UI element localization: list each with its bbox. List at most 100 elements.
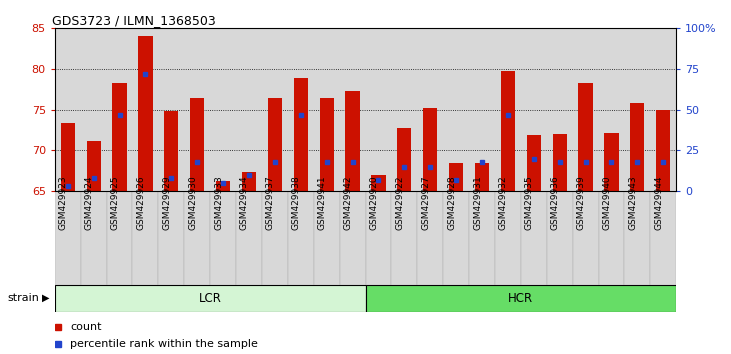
Bar [547, 28, 572, 191]
Bar [443, 191, 469, 285]
Bar [495, 191, 520, 285]
Bar [547, 191, 572, 285]
Bar [86, 141, 101, 191]
Bar [294, 78, 308, 191]
Text: GSM429932: GSM429932 [499, 175, 508, 230]
Bar [417, 28, 443, 191]
Bar [624, 28, 651, 191]
Bar [397, 128, 412, 191]
Text: GSM429924: GSM429924 [85, 175, 94, 230]
Text: GSM429931: GSM429931 [473, 175, 482, 230]
Bar [113, 83, 126, 191]
Bar [107, 191, 132, 285]
Text: GSM429926: GSM429926 [137, 175, 145, 230]
Bar [578, 83, 593, 191]
Bar [210, 28, 236, 191]
Bar [599, 28, 624, 191]
Text: GSM429941: GSM429941 [318, 175, 327, 230]
Text: GSM429942: GSM429942 [344, 175, 352, 230]
Bar [132, 191, 159, 285]
Bar [449, 162, 463, 191]
Bar [572, 191, 599, 285]
Bar [391, 191, 417, 285]
Bar [630, 103, 645, 191]
Bar [366, 28, 391, 191]
Bar [346, 91, 360, 191]
Bar [417, 191, 443, 285]
Bar [521, 191, 547, 285]
Text: GSM429929: GSM429929 [162, 175, 171, 230]
Text: GSM429925: GSM429925 [110, 175, 120, 230]
Bar [572, 28, 599, 191]
Bar [216, 181, 230, 191]
Bar [371, 175, 385, 191]
Bar [651, 28, 676, 191]
Text: GSM429940: GSM429940 [602, 175, 611, 230]
Bar [138, 36, 153, 191]
Bar [391, 28, 417, 191]
Bar [340, 28, 366, 191]
Text: HCR: HCR [508, 292, 534, 305]
Bar [314, 28, 340, 191]
Text: GSM429944: GSM429944 [654, 175, 663, 230]
Bar [520, 28, 547, 191]
Bar [242, 172, 256, 191]
Text: GSM429938: GSM429938 [292, 175, 300, 230]
Text: GSM429934: GSM429934 [240, 175, 249, 230]
Text: GSM429928: GSM429928 [447, 175, 456, 230]
Bar [107, 28, 132, 191]
Bar [288, 28, 314, 191]
Bar [132, 28, 159, 191]
Bar [262, 191, 288, 285]
Text: GSM429935: GSM429935 [525, 175, 534, 230]
Bar [651, 191, 676, 285]
Bar [366, 191, 391, 285]
Bar [656, 110, 670, 191]
Bar [211, 191, 236, 285]
Text: GDS3723 / ILMN_1368503: GDS3723 / ILMN_1368503 [52, 14, 216, 27]
Text: GSM429937: GSM429937 [266, 175, 275, 230]
Bar [159, 28, 184, 191]
Bar [553, 134, 567, 191]
Bar [61, 123, 75, 191]
Bar [55, 28, 80, 191]
Bar [164, 112, 178, 191]
Bar [526, 135, 541, 191]
Bar [190, 98, 205, 191]
Text: GSM429939: GSM429939 [577, 175, 586, 230]
Text: LCR: LCR [199, 292, 221, 305]
Bar [501, 71, 515, 191]
Bar [314, 191, 340, 285]
Bar [80, 191, 107, 285]
Bar [262, 28, 288, 191]
Text: GSM429943: GSM429943 [629, 175, 637, 230]
Text: GSM429930: GSM429930 [188, 175, 197, 230]
Bar [624, 191, 651, 285]
Bar [599, 191, 624, 285]
Bar [319, 98, 334, 191]
Text: count: count [70, 321, 102, 332]
Bar [184, 28, 210, 191]
Bar [80, 28, 107, 191]
Bar [268, 98, 282, 191]
Text: strain: strain [7, 293, 39, 303]
Bar [423, 108, 437, 191]
Bar [495, 28, 520, 191]
Bar [605, 133, 618, 191]
Text: GSM429920: GSM429920 [369, 175, 379, 230]
Bar [366, 285, 676, 312]
Text: ▶: ▶ [42, 293, 49, 303]
Text: GSM429922: GSM429922 [395, 175, 404, 230]
Bar [159, 191, 184, 285]
Bar [184, 191, 211, 285]
Bar [236, 28, 262, 191]
Bar [340, 191, 366, 285]
Text: GSM429933: GSM429933 [214, 175, 223, 230]
Bar [475, 164, 489, 191]
Bar [288, 191, 314, 285]
Bar [469, 191, 495, 285]
Bar [469, 28, 495, 191]
Bar [55, 191, 80, 285]
Text: percentile rank within the sample: percentile rank within the sample [70, 339, 258, 349]
Bar [236, 191, 262, 285]
